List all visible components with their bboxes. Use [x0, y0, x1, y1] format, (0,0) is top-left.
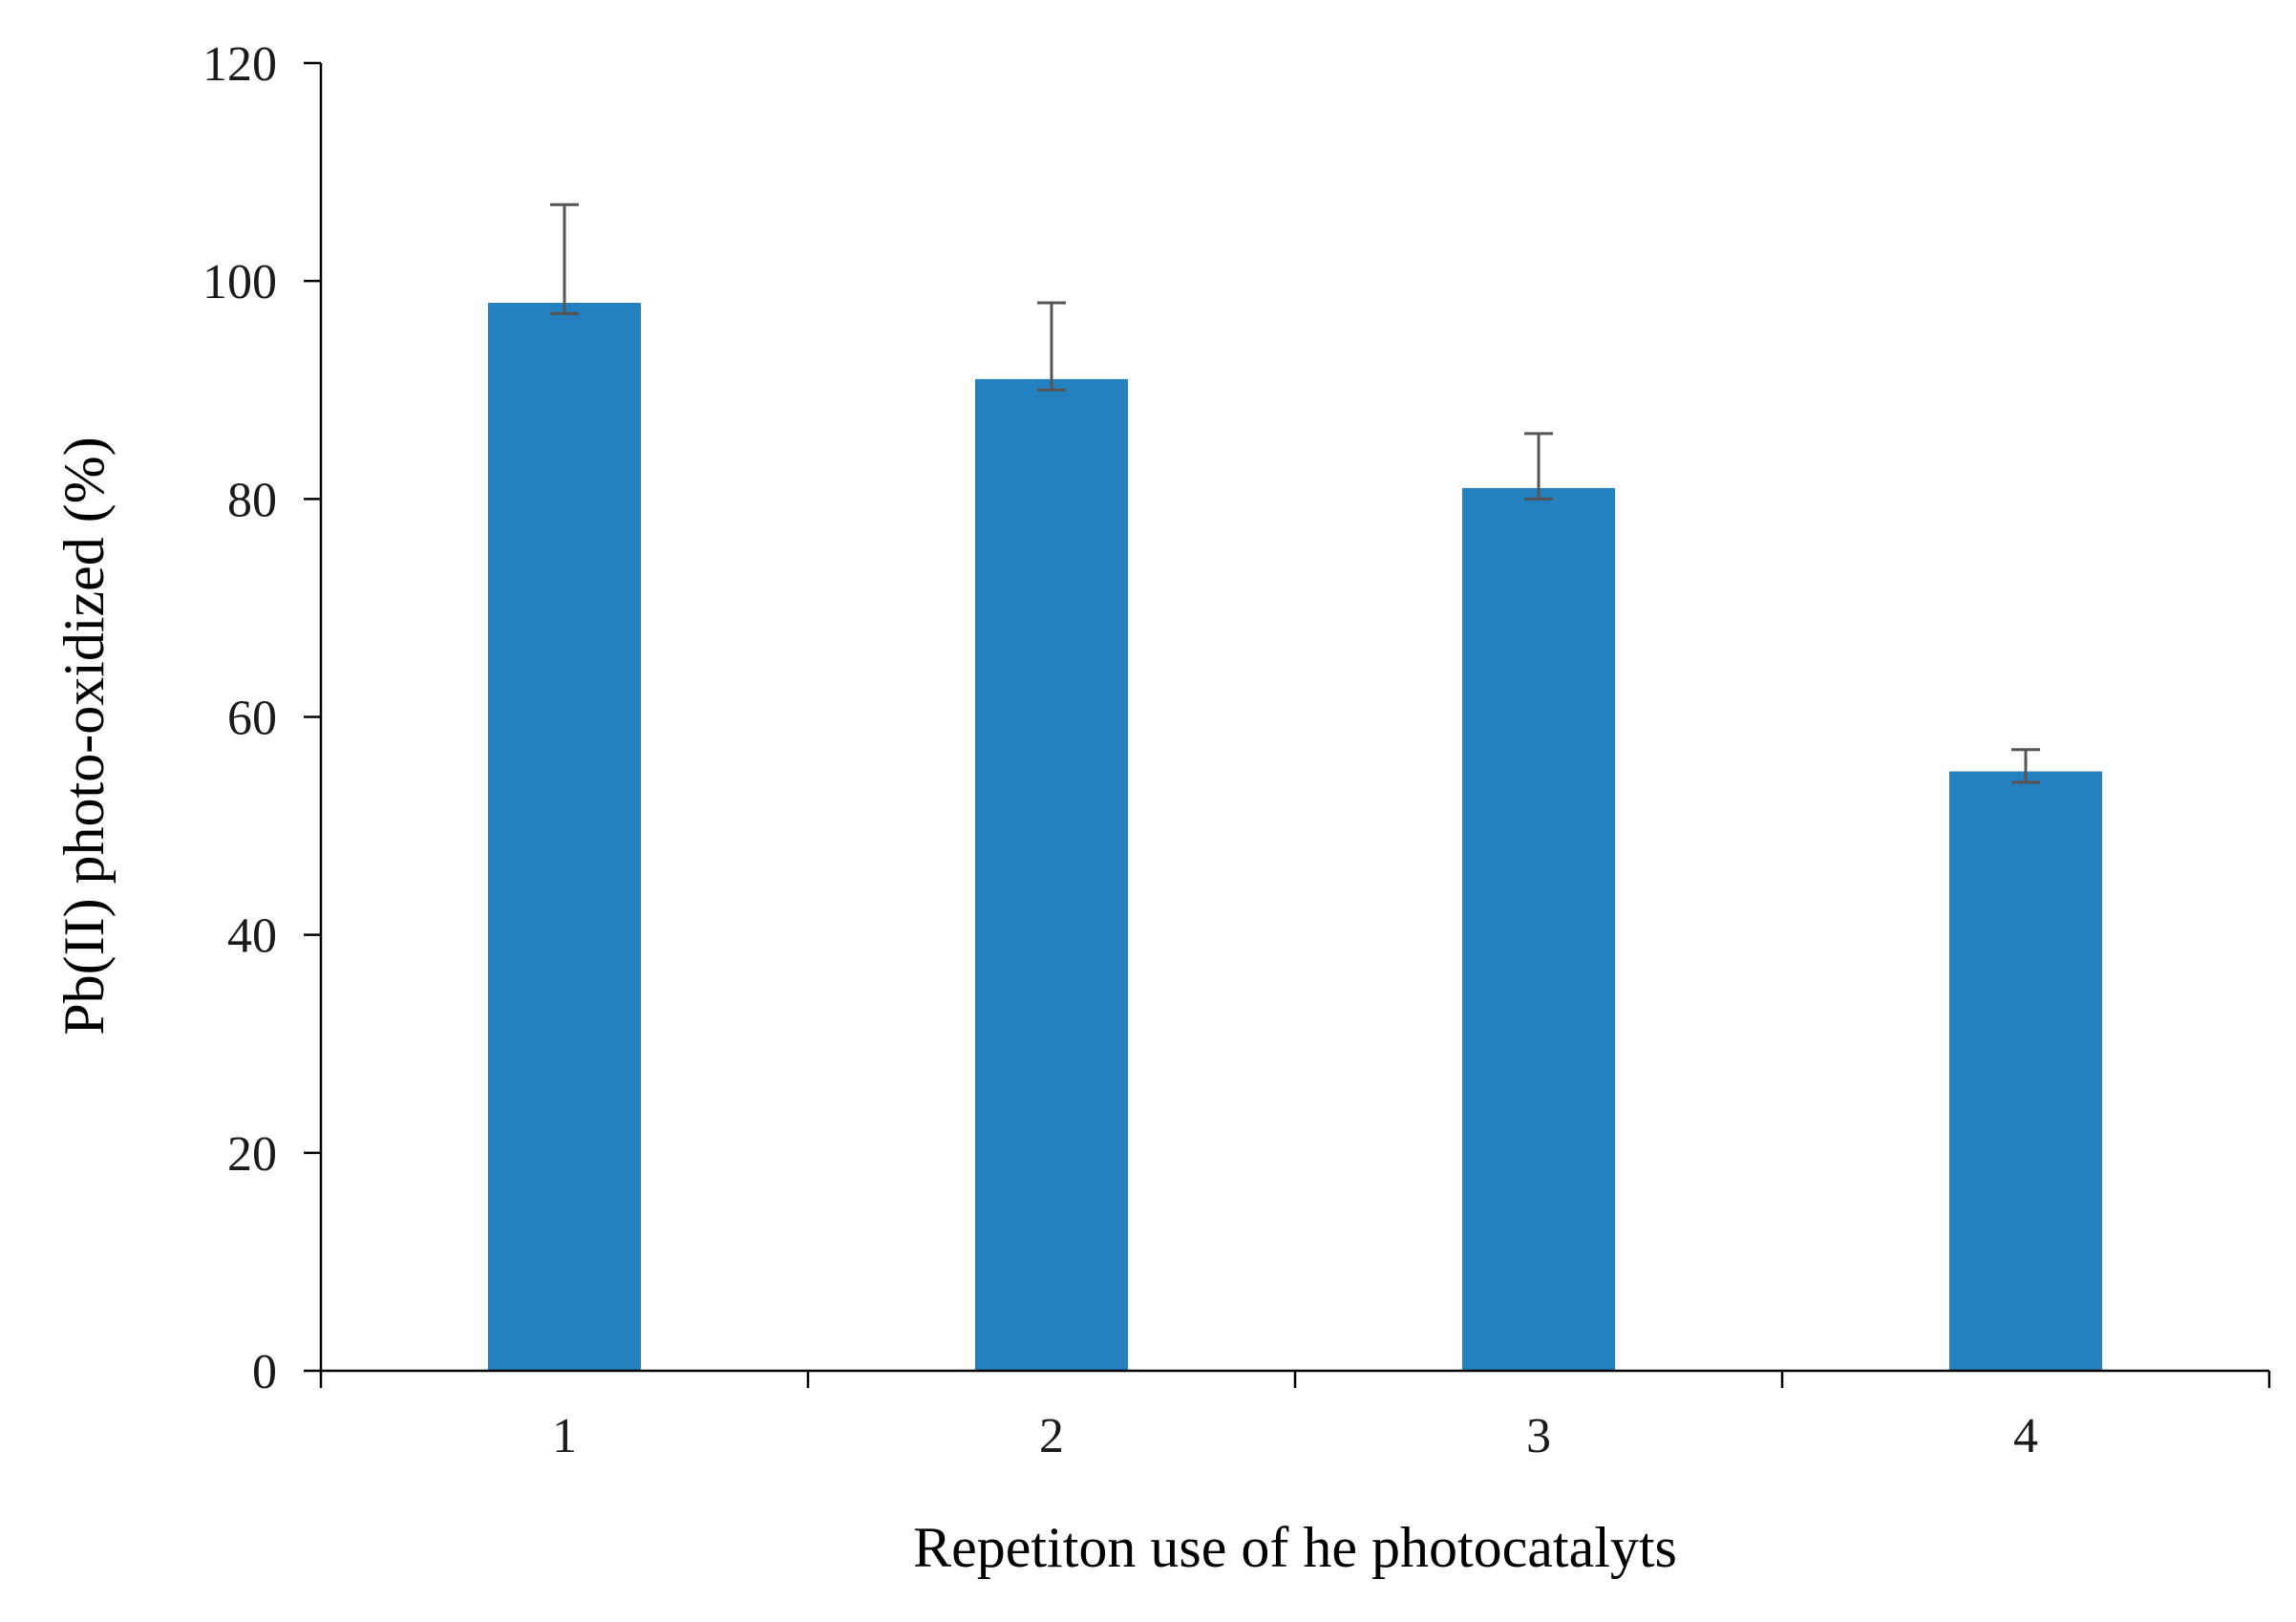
y-tick-label: 20 — [227, 1127, 277, 1182]
y-tick-label: 40 — [227, 909, 277, 964]
y-axis-ticks: 0 20 40 60 80 100 120 — [202, 37, 321, 1399]
y-tick-label: 60 — [227, 692, 277, 746]
bar-2 — [975, 378, 1128, 1371]
bar-1 — [488, 302, 641, 1371]
error-bars-layer — [550, 203, 2040, 784]
error-bar-2 — [1037, 301, 1066, 392]
bar-4 — [1949, 771, 2102, 1371]
x-tick-label: 4 — [2013, 1409, 2038, 1463]
y-axis-title: Pb(II) photo-oxidized (%) — [53, 437, 116, 1035]
bar-3 — [1462, 487, 1615, 1371]
x-tick-label: 1 — [552, 1409, 577, 1463]
error-bar-1 — [550, 203, 579, 315]
bars-layer — [488, 302, 2102, 1371]
error-bar-3 — [1524, 432, 1553, 501]
y-tick-label: 0 — [252, 1345, 277, 1399]
y-tick-label: 120 — [202, 37, 277, 92]
x-axis-title: Repetiton use of he photocatalyts — [913, 1516, 1677, 1579]
error-bar-4 — [2011, 748, 2040, 784]
x-tick-label: 2 — [1039, 1409, 1064, 1463]
y-tick-label: 100 — [202, 255, 277, 309]
x-tick-label: 3 — [1526, 1409, 1551, 1463]
x-axis-ticks: 1 2 3 4 — [319, 1371, 2271, 1463]
y-tick-label: 80 — [227, 473, 277, 527]
